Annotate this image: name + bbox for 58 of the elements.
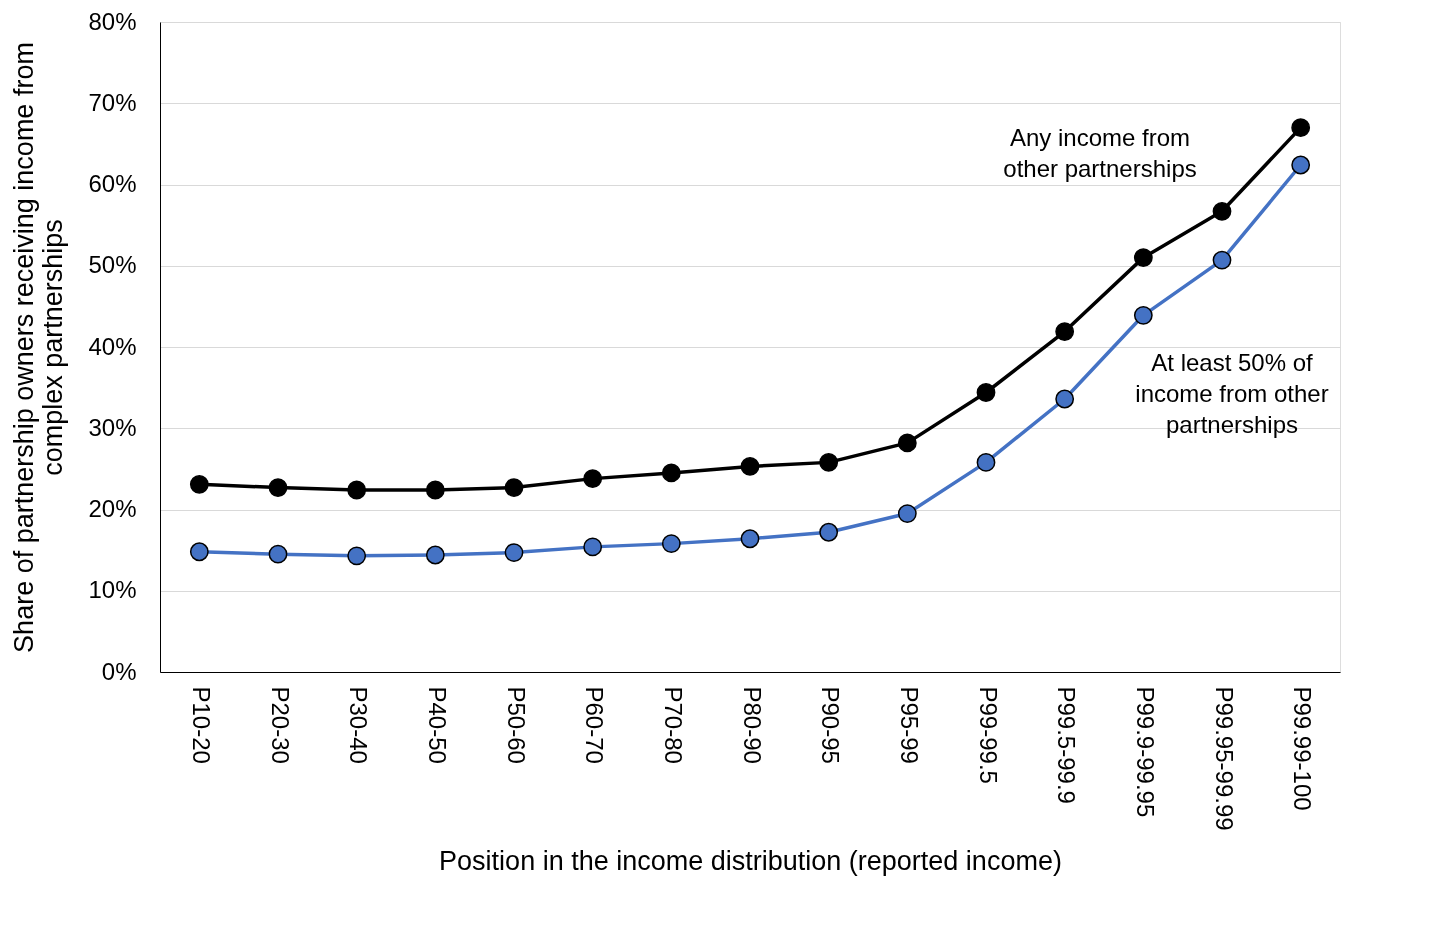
series-label: At least 50% of income from other partnerships [1135,349,1329,438]
series-label: Any income from other partnerships [1003,124,1197,182]
point [504,478,524,497]
x-tick-label: P20-30 [266,686,294,764]
point [425,480,445,500]
point [976,452,996,472]
x-tick-label: P99.9-99.95 [1131,686,1159,818]
x-tick-label: P99.5-99.9 [1053,686,1081,804]
point [897,504,917,523]
x-tick-label: P60-70 [581,686,609,764]
x-tick-label: P90-95 [817,686,845,764]
point [347,480,367,500]
point [189,474,209,494]
x-tick-label: P50-60 [502,686,530,764]
point [1055,322,1075,341]
point [268,478,288,497]
point [583,537,603,557]
x-tick-label: P99.95-99.99 [1210,686,1238,831]
y-tick-label: 20% [88,495,137,522]
x-tick-label: P80-90 [738,686,766,764]
point [976,383,996,402]
y-tick-label: 70% [88,88,137,116]
point [1212,250,1232,270]
x-tick-label: P40-50 [423,686,451,764]
point [504,543,524,562]
point [1133,305,1153,325]
point [819,452,839,472]
y-axis-title: Share of partnership owners receiving income from complex partnerships [9,42,69,653]
y-tick-label: 50% [88,251,137,279]
point [1055,389,1075,409]
point [819,522,839,542]
x-tick-label: P10-20 [187,686,215,764]
x-tick-label: P70-80 [659,686,687,764]
y-tick-label: 0% [101,657,137,685]
point [189,542,209,562]
point [583,469,603,489]
point [661,534,681,554]
y-tick-label: 10% [88,576,137,604]
point [1291,118,1311,138]
x-axis-title: Position in the income distribution (reported income) [439,845,1062,876]
y-tick-label: 80% [88,7,137,35]
x-tick-label: P95-99 [895,686,923,764]
point [425,545,445,565]
point [1133,248,1153,268]
y-tick-label: 60% [88,170,137,197]
point [661,463,681,483]
x-tick-label: P30-40 [345,686,373,764]
point [347,546,367,566]
y-tick-label: 40% [88,332,137,360]
point [897,433,917,453]
y-tick-label: 30% [88,413,137,441]
point [268,544,288,564]
point [740,529,760,549]
x-tick-label: P99.99-100 [1289,686,1317,811]
point [1212,201,1232,221]
point [740,457,760,476]
x-tick-label: P99-99.5 [974,686,1002,784]
point [1291,155,1311,175]
